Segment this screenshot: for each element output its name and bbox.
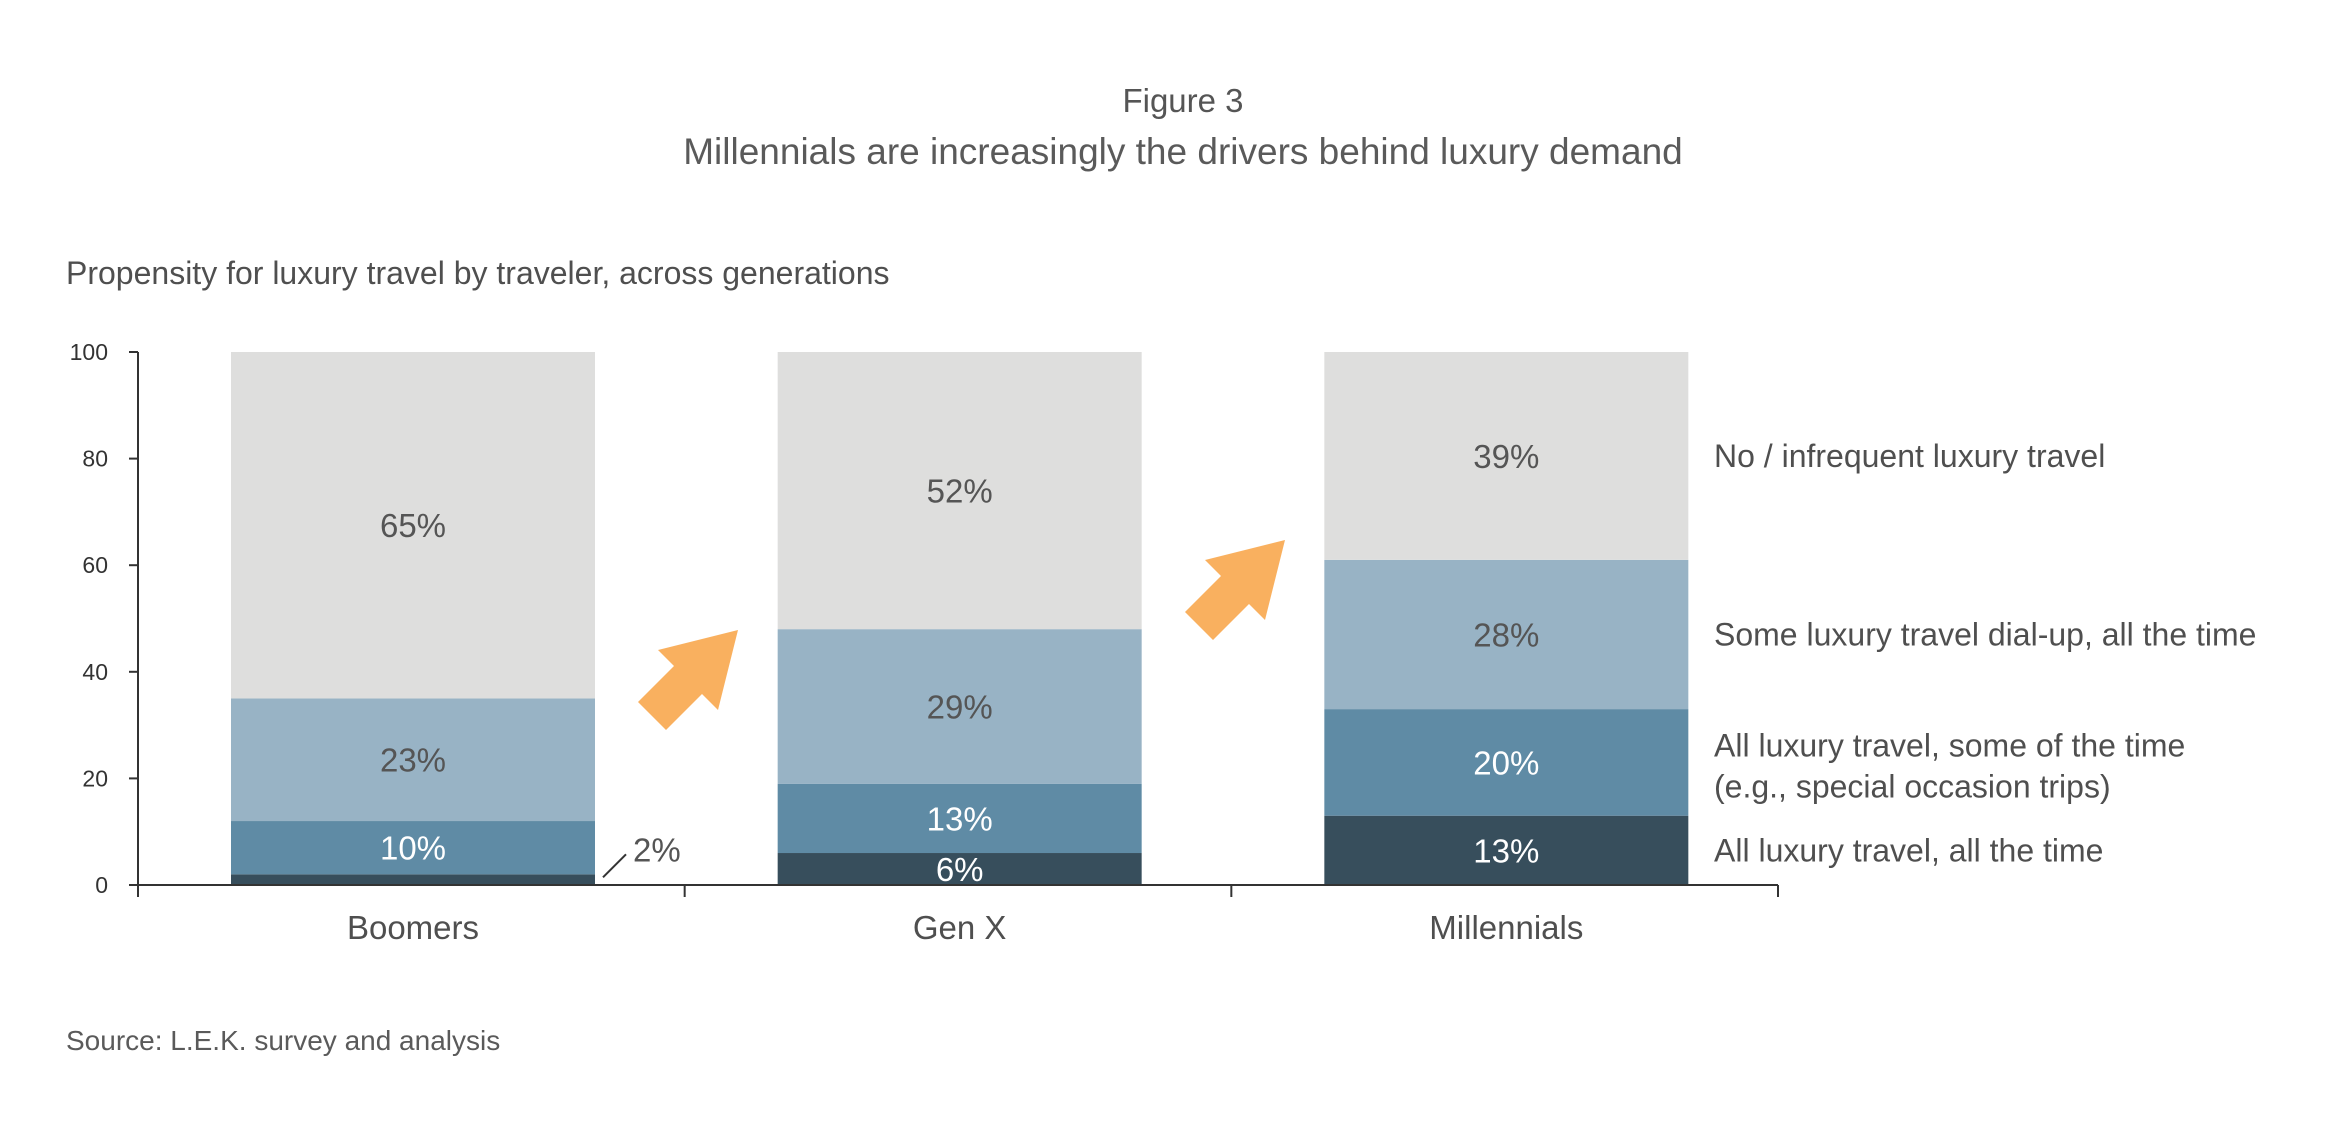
- data-label: 65%: [380, 507, 446, 544]
- legend-label: No / infrequent luxury travel: [1714, 438, 2105, 474]
- trend-arrow-icon: [638, 630, 738, 730]
- data-label: 10%: [380, 830, 446, 867]
- bar-segment: [777, 629, 1142, 784]
- bar-segment: [777, 352, 1142, 630]
- x-tick-label: Millennials: [1429, 909, 1583, 946]
- y-tick-label: 20: [82, 765, 108, 791]
- chart-subtitle: Propensity for luxury travel by traveler…: [66, 255, 889, 291]
- bar-segment: [231, 874, 595, 885]
- y-tick-label: 40: [82, 659, 108, 685]
- plot-area: 2% 10% 23% 65% 6% 13% 29% 52% 13% 20% 28% 39% 0 20 40 6…: [70, 339, 2257, 946]
- data-label: 23%: [380, 742, 446, 779]
- data-label-leader: [602, 853, 627, 879]
- bar-segment: [231, 352, 595, 699]
- y-tick-label: 80: [82, 446, 108, 472]
- data-label: 13%: [927, 800, 993, 837]
- figure-label: Figure 3: [1122, 82, 1243, 119]
- trend-arrow-icon: [1185, 540, 1285, 640]
- bar-segment: [1324, 709, 1689, 816]
- data-label: 28%: [1473, 616, 1539, 653]
- chart-source: Source: L.E.K. survey and analysis: [66, 1025, 500, 1056]
- data-label: 20%: [1473, 744, 1539, 781]
- chart-title: Millennials are increasingly the drivers…: [683, 131, 1683, 172]
- data-label: 13%: [1473, 832, 1539, 869]
- bar-segment: [1324, 815, 1689, 885]
- y-tick-label: 60: [82, 552, 108, 578]
- x-tick-label: Boomers: [347, 909, 479, 946]
- bar-segment: [231, 698, 595, 822]
- legend-label-line2: (e.g., special occasion trips): [1714, 768, 2111, 804]
- data-label: 52%: [927, 473, 993, 510]
- data-label: 2%: [633, 831, 681, 868]
- x-tick-label: Gen X: [913, 909, 1007, 946]
- data-label: 29%: [927, 688, 993, 725]
- y-tick-label: 100: [70, 339, 108, 365]
- bar-segment: [1324, 559, 1689, 710]
- y-tick-label: 0: [95, 872, 108, 898]
- data-label: 39%: [1473, 438, 1539, 475]
- data-label: 6%: [936, 851, 984, 888]
- bar-segment: [231, 821, 595, 875]
- bar-segment: [1324, 352, 1689, 560]
- bar-segment: [777, 783, 1142, 854]
- legend-label: All luxury travel, all the time: [1714, 832, 2103, 868]
- bar-segment: [777, 853, 1142, 885]
- legend-label: All luxury travel, some of the time: [1714, 727, 2185, 763]
- legend-label: Some luxury travel dial-up, all the time: [1714, 616, 2256, 652]
